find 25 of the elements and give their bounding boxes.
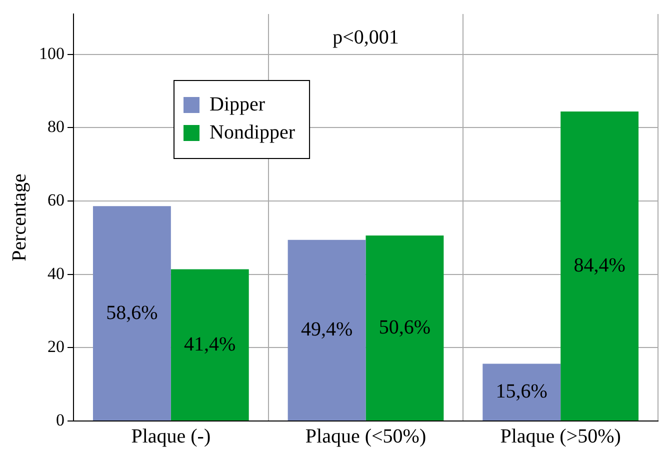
legend-label: Nondipper <box>210 121 296 144</box>
bar <box>560 112 639 420</box>
data-label: 50,6% <box>378 316 431 338</box>
data-label: 15,6% <box>496 380 548 403</box>
x-tick-label: Plaque (<50%) <box>305 425 426 448</box>
y-tick-label: 60 <box>48 190 64 210</box>
y-axis-title: Percentage <box>8 174 30 262</box>
annotation: p<0,001 <box>332 26 399 48</box>
y-tick-label: 80 <box>48 117 64 136</box>
x-tick-label: Plaque (-) <box>131 425 211 448</box>
y-tick-label: 100 <box>39 44 64 63</box>
y-tick-label: 0 <box>56 410 64 430</box>
data-label: 49,4% <box>300 318 353 341</box>
y-tick-label: 20 <box>48 337 64 356</box>
bar <box>366 235 444 420</box>
data-label: 41,4% <box>184 333 236 356</box>
data-label: 84,4% <box>574 254 626 277</box>
bar <box>482 364 561 420</box>
bar <box>288 240 366 420</box>
y-tick-label: 40 <box>48 264 64 283</box>
legend-label: Dipper <box>210 93 266 116</box>
bar <box>92 206 171 420</box>
data-label: 58,6% <box>106 302 158 324</box>
bar <box>170 269 249 420</box>
x-tick-label: Plaque (>50%) <box>500 425 621 448</box>
